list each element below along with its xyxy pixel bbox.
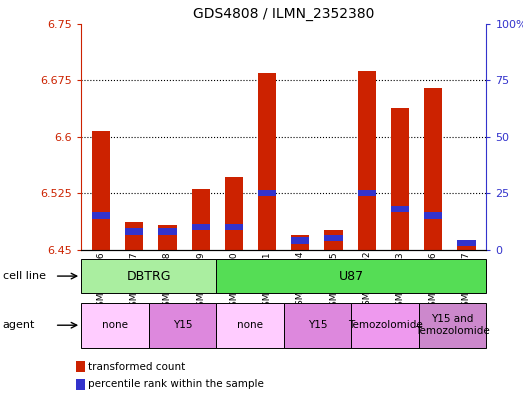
Bar — [191, 189, 210, 250]
Text: Y15: Y15 — [173, 320, 192, 330]
Bar — [291, 235, 310, 250]
Text: Y15 and
Temozolomide: Y15 and Temozolomide — [415, 314, 490, 336]
Bar — [92, 213, 110, 219]
Bar — [351, 303, 419, 348]
Bar — [149, 303, 216, 348]
Bar — [324, 230, 343, 250]
Bar — [216, 259, 486, 293]
Bar — [216, 303, 283, 348]
Text: U87: U87 — [339, 270, 364, 283]
Bar — [125, 228, 143, 235]
Bar — [158, 225, 177, 250]
Text: transformed count: transformed count — [88, 362, 185, 372]
Bar — [391, 108, 409, 250]
Bar — [419, 303, 486, 348]
Bar — [324, 235, 343, 241]
Text: cell line: cell line — [3, 271, 46, 281]
Bar — [258, 73, 276, 250]
Text: Temozolomide: Temozolomide — [348, 320, 423, 330]
Bar — [291, 237, 310, 244]
Bar — [81, 259, 216, 293]
Text: DBTRG: DBTRG — [127, 270, 171, 283]
Bar — [191, 224, 210, 230]
Text: none: none — [102, 320, 128, 330]
Title: GDS4808 / ILMN_2352380: GDS4808 / ILMN_2352380 — [193, 7, 374, 21]
Bar — [457, 240, 475, 246]
Bar — [81, 303, 149, 348]
Bar — [358, 71, 376, 250]
Text: percentile rank within the sample: percentile rank within the sample — [88, 379, 264, 389]
Bar — [125, 222, 143, 250]
Bar — [225, 177, 243, 250]
Bar — [424, 213, 442, 219]
Text: none: none — [237, 320, 263, 330]
Bar — [225, 224, 243, 230]
Bar — [158, 228, 177, 235]
Bar — [457, 245, 475, 250]
Bar — [283, 303, 351, 348]
Text: Y15: Y15 — [308, 320, 327, 330]
Bar — [92, 131, 110, 250]
Bar — [358, 190, 376, 196]
Bar — [391, 206, 409, 212]
Bar — [258, 190, 276, 196]
Bar — [424, 88, 442, 250]
Text: agent: agent — [3, 320, 35, 331]
